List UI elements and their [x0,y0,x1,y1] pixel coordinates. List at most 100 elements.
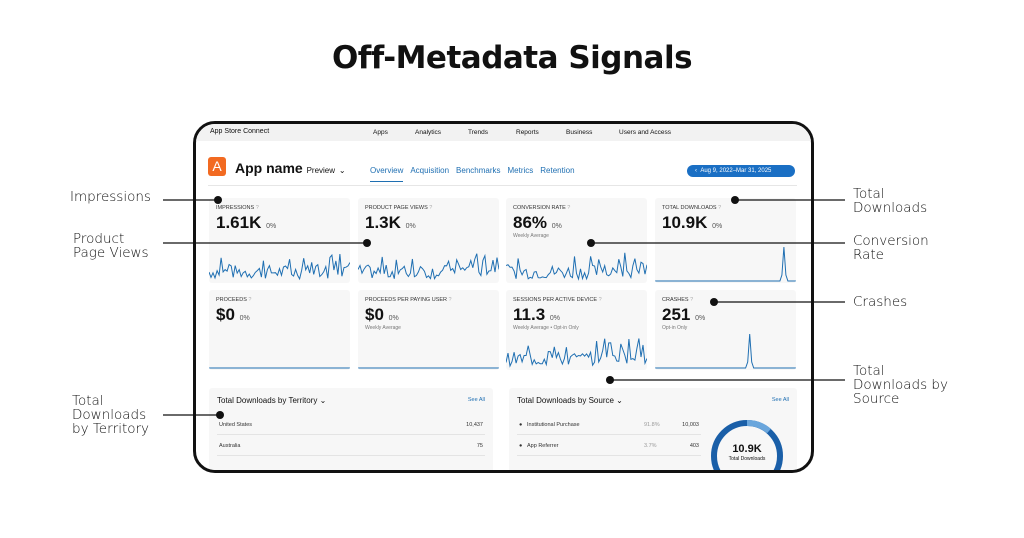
date-range-button[interactable]: ‹ Aug 9, 2022–Mar 31, 2025 [687,165,795,177]
help-icon: ? [567,205,571,211]
metric-label: IMPRESSIONS ? [216,205,259,211]
metric-card-conversion-rate[interactable]: CONVERSION RATE ? 86% 0% Weekly Average [506,198,647,283]
metric-value: $0 0% [365,305,399,324]
sparkline-line [506,252,647,281]
app-header: A App name Preview ⌄ Overview Acquisition… [208,156,797,186]
donut-label: Total Downloads [728,456,766,462]
metric-card-crashes[interactable]: CRASHES ? 251 0% Opt-in Only [655,290,796,370]
territory-title[interactable]: Total Downloads by Territory ⌄ [217,396,327,405]
territory-name: Australia [219,443,241,449]
tab-acquisition[interactable]: Acquisition [410,166,450,175]
metric-change: 0% [549,315,561,322]
table-row: United States 10,437 [217,415,485,435]
metric-value: 1.3K 0% [365,213,416,232]
source-pct: 91.8% [644,422,660,428]
annotation-conversion-rate: Conversion Rate [853,233,929,263]
table-row: Australia 75 [217,436,485,456]
metric-change: 0% [266,223,277,230]
metric-label: SESSIONS PER ACTIVE DEVICE ? [513,297,602,303]
sparkline [209,367,350,369]
sparkline-line [655,246,796,282]
table-row: ● Institutional Purchase 91.8% 10,003 [517,415,701,435]
tabs: Overview Acquisition Benchmarks Metrics Rete… [370,166,582,182]
app-store-connect-window: App Store Connect Apps Analytics Trends … [193,121,814,473]
metric-value: 11.3 0% [513,305,561,324]
nav-analytics[interactable]: Analytics [415,129,442,136]
nav-users[interactable]: Users and Access [619,129,672,136]
metric-change: 0% [388,315,399,322]
source-pct: 3.7% [644,443,657,449]
help-icon: ? [248,297,252,303]
metric-change: 0% [551,223,562,230]
sparkline [358,367,499,369]
sparkline [209,253,350,281]
metric-label: TOTAL DOWNLOADS ? [662,205,722,211]
metric-change: 0% [712,223,723,230]
metric-change: 0% [239,315,250,322]
metric-subtitle: Weekly Average [365,325,401,331]
metric-value: 86% 0% [513,213,562,232]
tab-metrics[interactable]: Metrics [507,166,534,175]
metric-change: 0% [405,223,416,230]
source-value: 10,003 [682,422,699,428]
source-value: 403 [689,443,699,449]
bullet-icon: ● [519,443,523,449]
bullet-icon: ● [519,422,523,428]
tab-retention[interactable]: Retention [540,166,575,175]
help-icon: ? [718,205,722,211]
metric-change: 0% [695,315,706,322]
nav-reports[interactable]: Reports [516,129,539,136]
metric-card-impressions[interactable]: IMPRESSIONS ? 1.61K 0% [209,198,350,283]
metric-value: $0 0% [216,305,250,324]
annotation-source: Total Downloads by Source [853,363,948,407]
metric-card-total-downloads[interactable]: TOTAL DOWNLOADS ? 10.9K 0% [655,198,796,283]
territory-value: 75 [476,443,483,449]
metric-card-proceeds-per-paying-user[interactable]: PROCEEDS PER PAYING USER ? $0 0% Weekly … [358,290,499,370]
annotation-total-downloads: Total Downloads [853,186,928,216]
nav-trends[interactable]: Trends [468,129,488,136]
chevron-down-icon: ⌄ [338,166,346,175]
leader-dot-downloads [731,196,739,204]
source-panel: Total Downloads by Source ⌄ See All ● Ins… [509,388,797,470]
metric-label: CRASHES ? [662,297,694,303]
help-icon: ? [598,297,602,303]
leader-dot-conversion [587,239,595,247]
metric-value: 10.9K 0% [662,213,723,232]
metric-subtitle: Weekly Average • Opt-in Only [513,325,579,331]
metric-value: 1.61K 0% [216,213,277,232]
sparkline [506,252,647,281]
leader-dot-source [606,376,614,384]
see-all-link[interactable]: See All [467,397,485,403]
donut-value: 10.9K [732,443,762,455]
brand[interactable]: App Store Connect [210,128,270,135]
territory-name: United States [219,422,253,428]
territory-value: 10,437 [466,422,483,428]
leader-dot-crashes [710,298,718,306]
table-row: ● App Referrer 3.7% 403 [517,436,701,456]
help-icon: ? [690,297,694,303]
territory-panel: Total Downloads by Territory ⌄ See All U… [209,388,493,470]
see-all-link[interactable]: See All [771,397,789,403]
metric-label: PRODUCT PAGE VIEWS ? [365,205,433,211]
nav-apps[interactable]: Apps [373,129,388,136]
leader-dot-ppv [363,239,371,247]
metric-card-proceeds[interactable]: PROCEEDS ? $0 0% [209,290,350,370]
metric-card-sessions-per-active-device[interactable]: SESSIONS PER ACTIVE DEVICE ? 11.3 0% Wee… [506,290,647,370]
source-name: Institutional Purchase [527,422,580,428]
chevron-left-icon: ‹ [695,168,697,174]
page-title: Off-Metadata Signals [331,40,693,76]
donut-segment [746,419,771,434]
source-title[interactable]: Total Downloads by Source ⌄ [517,396,623,405]
leader-dot-impressions [214,196,222,204]
app-selector[interactable]: App name Preview ⌄ [235,160,346,176]
tab-benchmarks[interactable]: Benchmarks [456,166,501,175]
annotation-territory: Total Downloads by Territory [72,393,150,437]
sparkline-line [506,338,647,368]
metric-label: CONVERSION RATE ? [513,205,571,211]
metric-card-product-page-views[interactable]: PRODUCT PAGE VIEWS ? 1.3K 0% [358,198,499,283]
nav-business[interactable]: Business [566,129,593,136]
sparkline [358,253,499,280]
help-icon: ? [429,205,433,211]
tab-overview[interactable]: Overview [370,166,404,182]
